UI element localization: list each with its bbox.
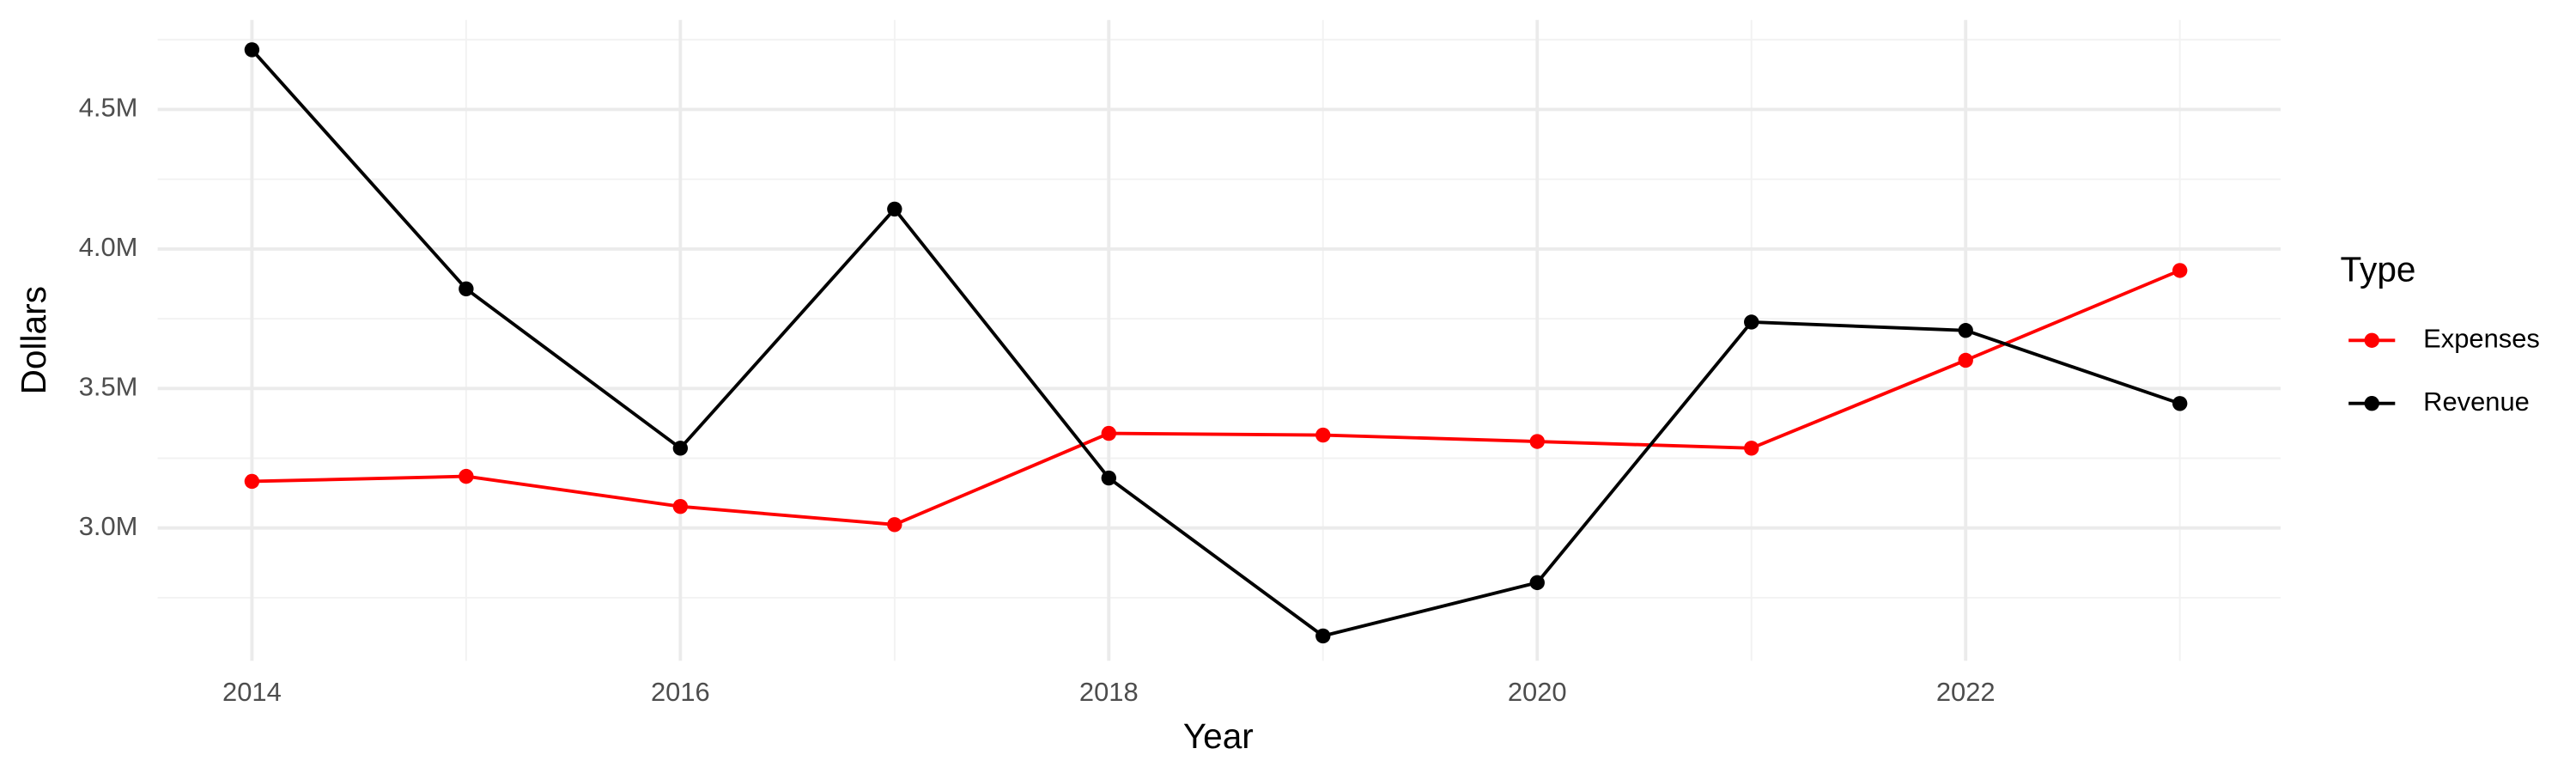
data-point: [1529, 434, 1545, 449]
data-point: [459, 468, 474, 484]
data-point: [1101, 470, 1116, 486]
y-tick-label: 3.0M: [79, 511, 138, 541]
data-point: [672, 441, 689, 456]
legend-label: Expenses: [2423, 323, 2540, 353]
data-point: [459, 281, 474, 297]
data-point: [1529, 575, 1545, 591]
data-point: [1744, 441, 1759, 456]
y-tick-label: 4.0M: [79, 232, 138, 262]
data-point: [1744, 314, 1759, 330]
y-tick-label: 4.5M: [79, 93, 138, 123]
data-point: [244, 42, 260, 58]
data-point: [1315, 628, 1331, 644]
legend-title: Type: [2341, 250, 2416, 289]
data-point: [244, 473, 260, 490]
legend-label: Revenue: [2423, 386, 2530, 417]
data-point: [887, 517, 902, 533]
legend-key-point: [2364, 396, 2379, 411]
legend-key-point: [2364, 332, 2379, 348]
data-point: [1958, 323, 1973, 338]
data-point: [1101, 425, 1116, 441]
data-point: [2172, 263, 2188, 278]
series-line: [250, 48, 2181, 638]
x-tick-label: 2014: [222, 677, 282, 707]
x-tick-label: 2022: [1936, 677, 1996, 707]
data-point: [887, 201, 902, 217]
x-tick-label: 2020: [1508, 677, 1567, 707]
x-tick-label: 2018: [1079, 677, 1139, 707]
data-point: [1315, 427, 1331, 443]
x-axis-title: Year: [1183, 716, 1254, 756]
data-point: [672, 499, 689, 514]
y-tick-label: 3.5M: [79, 371, 138, 401]
data-point: [2172, 396, 2188, 411]
x-tick-label: 2016: [651, 677, 710, 707]
data-point: [1958, 352, 1973, 368]
series-line: [252, 269, 2181, 526]
y-axis-title: Dollars: [14, 286, 53, 394]
